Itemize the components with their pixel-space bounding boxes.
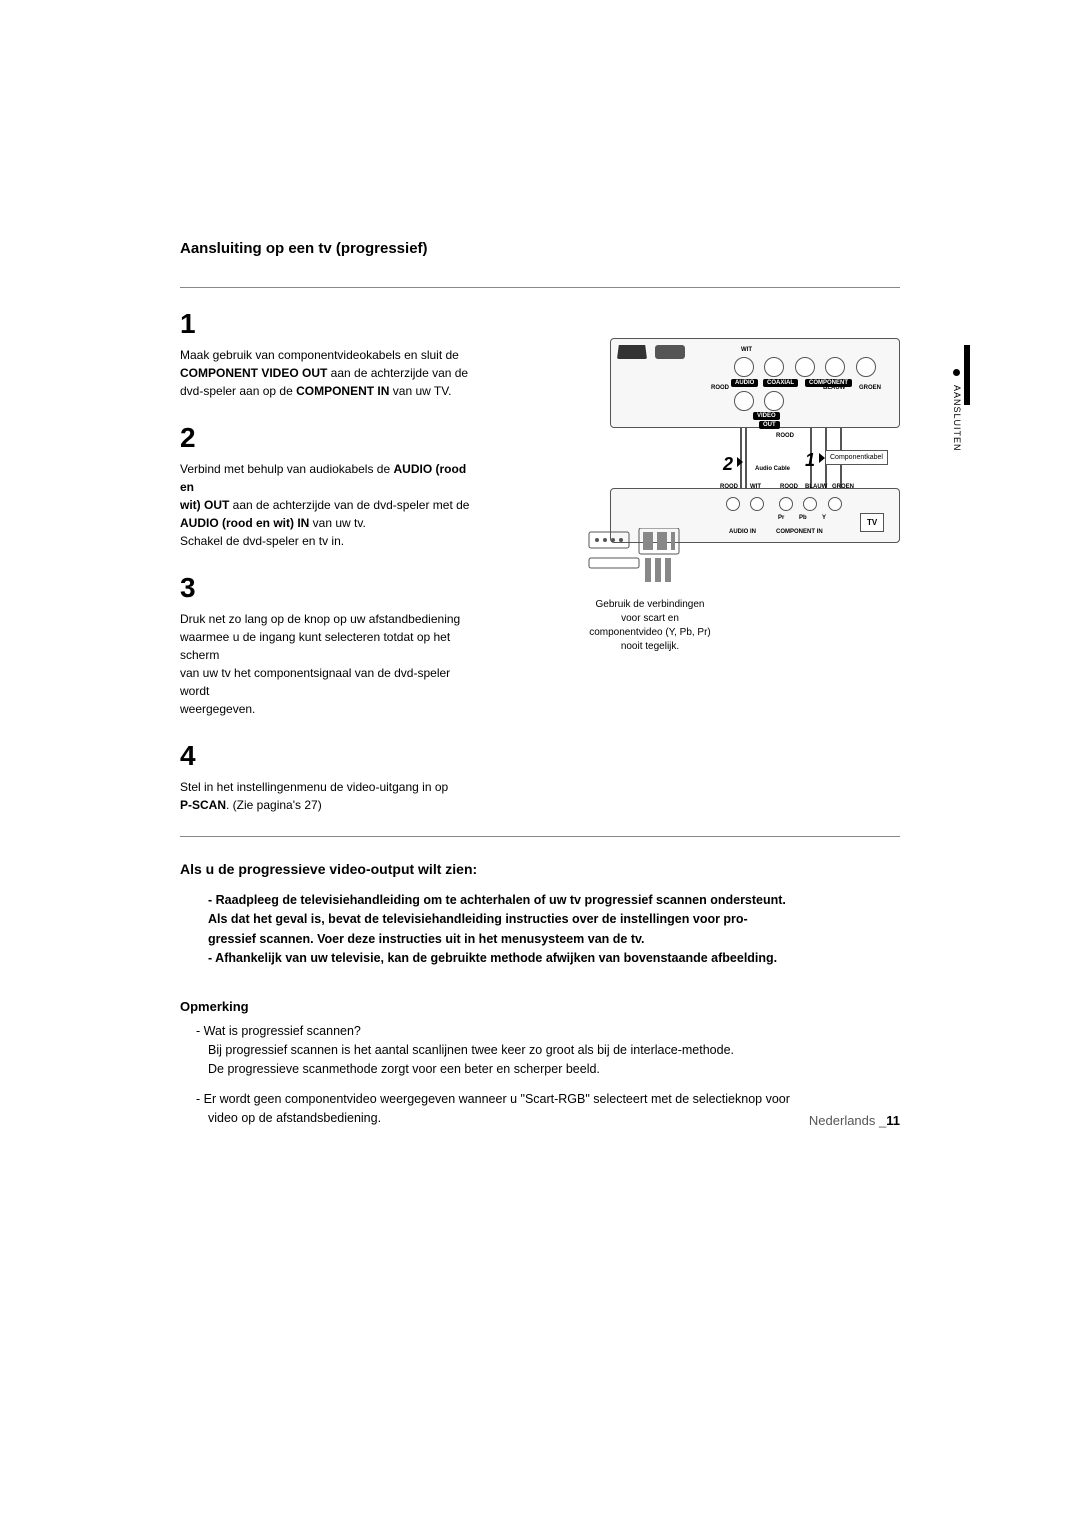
s2-l4: Schakel de dvd-speler en tv in.	[180, 534, 344, 548]
scart-group	[617, 345, 685, 364]
accessory-illustration	[585, 528, 685, 593]
s1-l3a: dvd-speler aan op de	[180, 384, 296, 398]
port-coax	[764, 357, 784, 377]
lbl-component-in: COMPONENT IN	[776, 529, 823, 535]
tv-audio-ports	[723, 497, 767, 516]
lbl-audio-in: AUDIO IN	[729, 529, 756, 535]
s4-l2a: P-SCAN	[180, 798, 226, 812]
note-2: - Er wordt geen componentvideo weergegev…	[180, 1090, 900, 1129]
step-3-body: Druk net zo lang op de knop op uw afstan…	[180, 610, 480, 718]
note-2b: video op de afstandsbediening.	[208, 1111, 381, 1125]
cap-l2: voor scart en	[621, 613, 679, 624]
note-1: - Wat is progressief scannen? Bij progre…	[180, 1022, 900, 1080]
step-4-body: Stel in het instellingenmenu de video-ui…	[180, 778, 480, 814]
callout-1: 1	[805, 450, 815, 471]
lbl-audio-cable: Audio Cable	[755, 466, 790, 472]
dvd-back-panel: WIT AUDIO COAXIAL COMPONENT ROOD BLAUW G…	[610, 338, 900, 428]
pill-out: OUT	[759, 421, 780, 429]
port-comp-y	[856, 357, 876, 377]
note-2a: - Er wordt geen componentvideo weergegev…	[196, 1092, 790, 1106]
s3-l2: waarmee u de ingang kunt selecteren totd…	[180, 630, 450, 662]
note-1b: Bij progressief scannen is het aantal sc…	[208, 1043, 734, 1057]
lbl-component-cable: Componentkabel	[825, 450, 888, 465]
lbl-rood-top: ROOD	[711, 385, 729, 391]
cap-l3: componentvideo (Y, Pb, Pr)	[589, 627, 711, 638]
step-2-number: 2	[180, 422, 480, 454]
wire-audio-r	[745, 428, 747, 488]
s2-l3a: AUDIO (rood en wit) IN	[180, 516, 309, 530]
footer-lang: Nederlands	[809, 1113, 879, 1128]
s4-l2b: . (Zie pagina's 27)	[226, 798, 322, 812]
connection-diagram: WIT AUDIO COAXIAL COMPONENT ROOD BLAUW G…	[610, 338, 900, 543]
step-2-body: Verbind met behulp van audiokabels de AU…	[180, 460, 480, 550]
s2-l2b: aan de achterzijde van de dvd-speler met…	[229, 498, 469, 512]
lbl-rood-mid: ROOD	[776, 433, 794, 439]
tv-audio-l	[750, 497, 764, 511]
lbl-blauw: BLAUW	[823, 385, 845, 391]
step-1: 1 Maak gebruik van componentvideokabels …	[180, 308, 480, 400]
tv-y	[828, 497, 842, 511]
bullet-1a: - Raadpleeg de televisiehandleiding om t…	[208, 891, 900, 910]
port-comp-pb	[825, 357, 845, 377]
progressive-heading: Als u de progressieve video-output wilt …	[180, 861, 900, 877]
s2-l3b: van uw tv.	[309, 516, 365, 530]
step-1-number: 1	[180, 308, 480, 340]
port-comp-pr	[795, 357, 815, 377]
step-1-body: Maak gebruik van componentvideokabels en…	[180, 346, 480, 400]
s1-l3c: van uw TV.	[389, 384, 451, 398]
bullet-1c: gressief scannen. Voer deze instructies …	[208, 930, 900, 949]
bullet-1b: Als dat het geval is, bevat de televisie…	[208, 910, 900, 929]
scart-icon	[617, 345, 647, 359]
step-3-number: 3	[180, 572, 480, 604]
step-4: 4 Stel in het instellingenmenu de video-…	[180, 740, 480, 814]
progressive-bullets: - Raadpleeg de televisiehandleiding om t…	[180, 891, 900, 969]
page-footer: Nederlands _11	[809, 1113, 900, 1128]
tv-comp-ports	[776, 497, 845, 516]
s1-l2a: COMPONENT VIDEO OUT	[180, 366, 327, 380]
note-1c: De progressieve scanmethode zorgt voor e…	[208, 1062, 600, 1076]
step-2: 2 Verbind met behulp van audiokabels de …	[180, 422, 480, 550]
note-1a: - Wat is progressief scannen?	[196, 1024, 361, 1038]
pill-coaxial: COAXIAL	[763, 379, 798, 387]
callout-2: 2	[723, 454, 733, 475]
tv-label-box: TV	[860, 513, 884, 532]
tv-pb	[803, 497, 817, 511]
footer-page: 11	[886, 1113, 900, 1128]
s1-l1: Maak gebruik van componentvideokabels en…	[180, 348, 459, 362]
step-4-number: 4	[180, 740, 480, 772]
steps-area: 1 Maak gebruik van componentvideokabels …	[180, 308, 900, 814]
step-3: 3 Druk net zo lang op de knop op uw afst…	[180, 572, 480, 718]
s2-l1a: Verbind met behulp van audiokabels de	[180, 462, 394, 476]
s1-l2b: aan de achterzijde van de	[327, 366, 468, 380]
s1-l3b: COMPONENT IN	[296, 384, 389, 398]
s4-l1: Stel in het instellingenmenu de video-ui…	[180, 780, 448, 794]
hdmi-icon	[655, 345, 685, 359]
s3-l3: van uw tv het componentsignaal van de dv…	[180, 666, 450, 698]
s3-l4: weergegeven.	[180, 702, 255, 716]
mid-divider	[180, 836, 900, 837]
bullet-2: - Afhankelijk van uw televisie, kan de g…	[208, 949, 900, 968]
top-divider	[180, 287, 900, 288]
cap-l1: Gebruik de verbindingen	[596, 599, 705, 610]
lbl-wit-top: WIT	[741, 347, 752, 353]
port-audio-r	[734, 391, 754, 411]
section-title: Aansluiting op een tv (progressief)	[180, 240, 900, 257]
s3-l1: Druk net zo lang op de knop op uw afstan…	[180, 612, 460, 626]
tv-pr	[779, 497, 793, 511]
note-title: Opmerking	[180, 999, 900, 1014]
pill-audio: AUDIO	[731, 379, 758, 387]
pill-video: VIDEO	[753, 412, 780, 420]
port-audio-l	[734, 357, 754, 377]
port-video	[764, 391, 784, 411]
lbl-groen: GROEN	[859, 385, 881, 391]
tv-audio-r	[726, 497, 740, 511]
cap-l4: nooit tegelijk.	[621, 641, 679, 652]
accessory-caption: Gebruik de verbindingen voor scart en co…	[585, 598, 715, 654]
s2-l2a: wit) OUT	[180, 498, 229, 512]
